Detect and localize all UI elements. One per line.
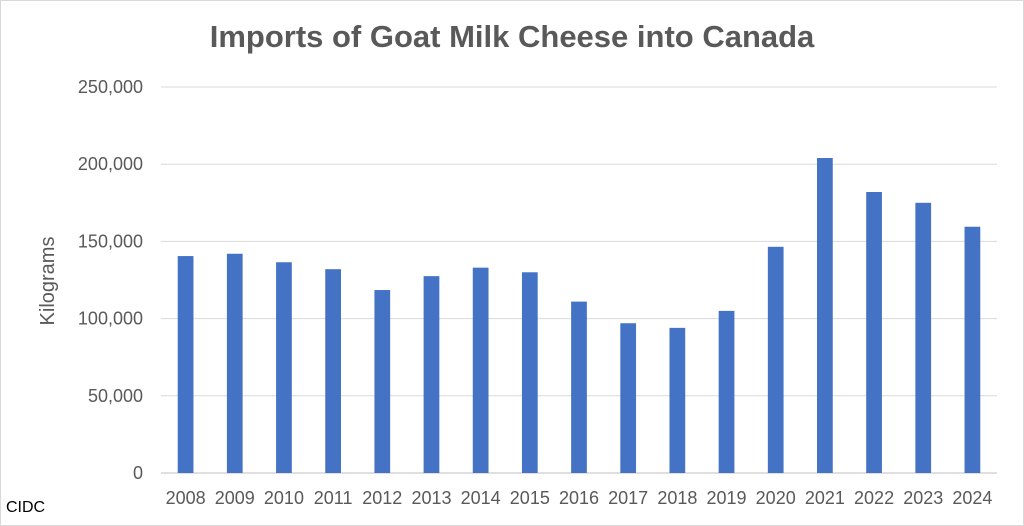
x-tick-label: 2015 (510, 488, 550, 508)
bar-2020 (767, 246, 784, 473)
y-tick-label: 250,000 (78, 77, 143, 97)
x-tick-label: 2014 (461, 488, 501, 508)
x-tick-label: 2009 (215, 488, 255, 508)
x-tick-label: 2021 (805, 488, 845, 508)
bar-2008 (177, 256, 194, 473)
y-axis-title: Kilograms (37, 237, 59, 326)
x-tick-label: 2022 (854, 488, 894, 508)
x-tick-label: 2013 (411, 488, 451, 508)
y-tick-label: 200,000 (78, 154, 143, 174)
source-label: CIDC (6, 499, 46, 516)
bar-2022 (866, 191, 882, 473)
bar-2016 (571, 301, 587, 473)
bars (177, 158, 981, 474)
bar-2015 (521, 272, 538, 473)
y-tick-label: 150,000 (78, 231, 143, 251)
x-tick-label: 2017 (608, 488, 648, 508)
x-tick-label: 2011 (314, 488, 353, 508)
x-tick-label: 2019 (707, 488, 747, 508)
bar-2017 (620, 323, 637, 473)
y-tick-label: 100,000 (78, 309, 143, 329)
x-tick-label: 2010 (264, 488, 304, 508)
bar-2019 (718, 310, 735, 473)
x-tick-label: 2018 (657, 488, 697, 508)
chart-title: Imports of Goat Milk Cheese into Canada (209, 19, 815, 54)
x-tick-label: 2024 (952, 488, 992, 508)
y-tick-label: 50,000 (88, 386, 143, 406)
x-tick-label: 2020 (756, 488, 796, 508)
bar-2009 (226, 253, 243, 473)
y-tick-label: 0 (133, 463, 143, 483)
bar-2012 (374, 290, 391, 473)
bar-2018 (669, 327, 686, 473)
bar-2024 (964, 226, 981, 473)
bar-2023 (915, 202, 932, 474)
x-tick-label: 2023 (903, 488, 943, 508)
bar-2011 (325, 269, 341, 473)
bar-2010 (276, 262, 292, 473)
bar-2013 (423, 276, 440, 473)
bar-2014 (472, 267, 489, 473)
x-tick-label: 2012 (362, 488, 402, 508)
x-tick-label: 2008 (166, 488, 206, 508)
x-tick-label: 2016 (559, 488, 599, 508)
x-axis-ticks: 2008 2009 2010 2011 2012 2013 2014 2015 2016 2017… (166, 488, 993, 508)
y-axis-ticks: 0 50,000 100,000 150,000 200,000 250,000 (78, 77, 143, 483)
bar-2021 (817, 158, 833, 474)
